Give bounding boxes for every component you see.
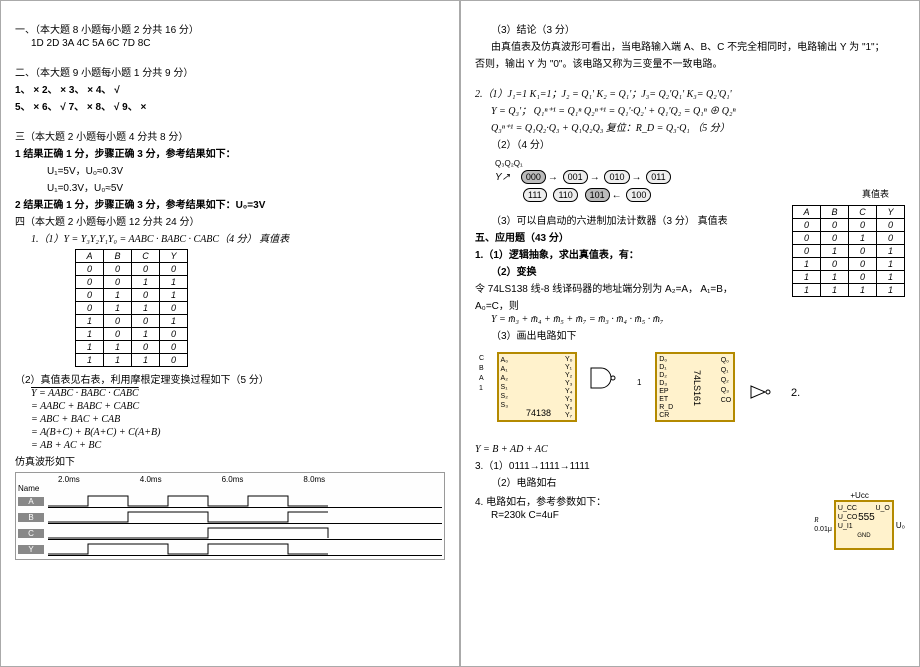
state-100: 100 bbox=[626, 188, 651, 202]
vcc-label: +Ucc bbox=[814, 491, 905, 500]
chip-74138: C B A 1 A₀ A₁ A₂ S₁ S₂ S₃ bbox=[479, 348, 619, 438]
wave-name-header: Name bbox=[18, 484, 442, 493]
q3-2: （2）电路如右 bbox=[491, 474, 905, 489]
wave-c-svg bbox=[48, 526, 442, 540]
right-page: （3）结论（3 分） 由真值表及仿真波形可看出，当电路输入端 A、B、C 不完全… bbox=[460, 0, 920, 667]
chip-161-body: D₀ D₁ D₂ D₃ EP ET R_D CR 74LS161 Q₀ bbox=[655, 352, 735, 422]
state-000: 000 bbox=[521, 170, 546, 184]
sec2-header: 二、（本大题 9 小题每小题 1 分共 9 分） bbox=[15, 64, 445, 79]
p5-draw: （3）画出电路如下 bbox=[491, 327, 905, 342]
waveform-block: 2.0ms 4.0ms 6.0ms 8.0ms Name A B C Y bbox=[15, 472, 445, 560]
wave-b-svg bbox=[48, 510, 442, 524]
sec3-q1-l2: U₁=0.3V，U₀≈5V bbox=[47, 179, 445, 194]
wave-row-y: Y bbox=[18, 541, 442, 557]
truth-table-2-wrap: ABCY 0000 0010 0101 1001 1101 1111 bbox=[792, 201, 905, 301]
wave-a-svg bbox=[48, 494, 442, 508]
state-111: 111 bbox=[523, 188, 547, 202]
state-011: 011 bbox=[646, 170, 670, 184]
uo-label: U₀ bbox=[896, 521, 905, 530]
wave-row-b: B bbox=[18, 509, 442, 525]
eq-row-1: Q₃ⁿ⁺¹ = Q₁Q₂·Q₃ + Q₁Q₂Q₃ 复位：R_D = Q₃·Q₁ … bbox=[491, 119, 905, 134]
chip-555-block: +Ucc R 0.01μ U_CC U_CO U_I1 555 bbox=[814, 491, 905, 550]
nand-gate-icon bbox=[589, 348, 619, 418]
sec4-step2-intro: （2）真值表见右表，利用摩根定理变换过程如下（5 分） bbox=[15, 371, 445, 386]
chip-74ls161: 1 D₀ D₁ D₂ D₃ EP ET R_D CR 74L bbox=[637, 348, 777, 438]
deriv-2: = ABC + BAC + CAB bbox=[31, 414, 445, 425]
sec2-line1: 1、 × 2、 × 3、 × 4、 √ bbox=[15, 81, 445, 96]
not-gate-icon bbox=[749, 348, 777, 418]
sec1-answers: 1D 2D 3A 4C 5A 6C 7D 8C bbox=[31, 38, 445, 49]
sec4-eq: 1.（1）Y = Y₃Y₂Y₁Y₀ = AABC · BABC · CABC（4… bbox=[31, 230, 445, 245]
conc-l1: 由真值表及仿真波形可看出，当电路输入端 A、B、C 不完全相同时，电路输出 Y … bbox=[491, 38, 905, 53]
sec1-header: 一、（本大题 8 小题每小题 2 分共 16 分） bbox=[15, 21, 445, 36]
deriv-1: = AABC + BABC + CABC bbox=[31, 401, 445, 412]
sec3-q1-l1: U₁=5V，U₀≈0.3V bbox=[47, 162, 445, 177]
y-eq: Y = B + AD + AC bbox=[475, 444, 905, 455]
sec3-q2: 2 结果正确 1 分，步骤正确 3 分，参考结果如下：U₀=3V bbox=[15, 196, 445, 211]
wave-y-svg bbox=[48, 542, 442, 556]
q2-part2: （2）（4 分） bbox=[491, 136, 905, 151]
chip161-in1: 1 bbox=[637, 348, 641, 426]
q2-intro: 2.（1）J₁=1 K₁=1；J₂ = Q₁' K₂ = Q₁'；J₃= Q₂'… bbox=[475, 85, 905, 100]
left-page: 一、（本大题 8 小题每小题 2 分共 16 分） 1D 2D 3A 4C 5A… bbox=[0, 0, 460, 667]
wave-label: 仿真波形如下 bbox=[15, 453, 445, 468]
truth-table-2: ABCY 0000 0010 0101 1001 1101 1111 bbox=[792, 205, 905, 297]
time-scale: 2.0ms 4.0ms 6.0ms 8.0ms bbox=[58, 475, 442, 484]
q4-params: R=230k C=4uF bbox=[491, 510, 606, 521]
sec3-q1: 1 结果正确 1 分，步骤正确 3 分，参考结果如下： bbox=[15, 145, 445, 160]
state-101: 101 bbox=[585, 188, 610, 202]
wave-row-c: C bbox=[18, 525, 442, 541]
p5-eq: Y = m̄₃ + m̄₄ + m̄₅ + m̄₇ = m̄₃ · m̄₄ · … bbox=[491, 314, 905, 325]
state-110: 110 bbox=[553, 188, 577, 202]
chip-74138-body: A₀ A₁ A₂ S₁ S₂ S₃ Y₀ Y₁ Y₂ Y₃ Y₄ bbox=[497, 352, 577, 422]
sec2-line2: 5、 × 6、 √ 7、 × 8、 √ 9、 × bbox=[15, 98, 445, 113]
sec4-header: 四（本大题 2 小题每小题 12 分共 24 分） bbox=[15, 213, 445, 228]
state-001: 001 bbox=[563, 170, 588, 184]
chip-555-body: U_CC U_CO U_I1 555 U_O GND bbox=[834, 500, 894, 550]
q4: 4. 电路如右，参考参数如下： bbox=[475, 493, 606, 508]
truth-table-1: ABCY 0000 0011 0101 0110 1001 1010 1100 … bbox=[75, 249, 188, 367]
truth2-label: 真值表 bbox=[862, 187, 889, 200]
conc-header: （3）结论（3 分） bbox=[491, 21, 905, 36]
deriv-3: = A(B+C) + B(A+C) + C(A+B) bbox=[31, 427, 445, 438]
q3: 3.（1）0111→1111→1111 bbox=[475, 457, 905, 472]
deriv-4: = AB + AC + BC bbox=[31, 440, 445, 451]
sec3-header: 三（本大题 2 小题每小题 4 分共 8 分） bbox=[15, 128, 445, 143]
state-graph: Q₃Q₂Q₁ Y↗ 000→ 001→ 010→ 011 111 110 101… bbox=[495, 159, 905, 204]
state-label: Q₃Q₂Q₁ bbox=[495, 159, 905, 168]
conc-l2: 否则，输出 Y 为 "0"。该电路又称为三变量不一致电路。 bbox=[475, 55, 905, 70]
wave-row-a: A bbox=[18, 493, 442, 509]
right-num-2: 2. bbox=[791, 387, 800, 399]
deriv-0: Y = AABC · BABC · CABC bbox=[31, 388, 445, 399]
state-010: 010 bbox=[604, 170, 629, 184]
eq-row-0: Y = Q₃'； Q₁ⁿ⁺¹ = Q₁ⁿ Q₂ⁿ⁺¹ = Q₁'·Q₂' + Q… bbox=[491, 102, 905, 117]
